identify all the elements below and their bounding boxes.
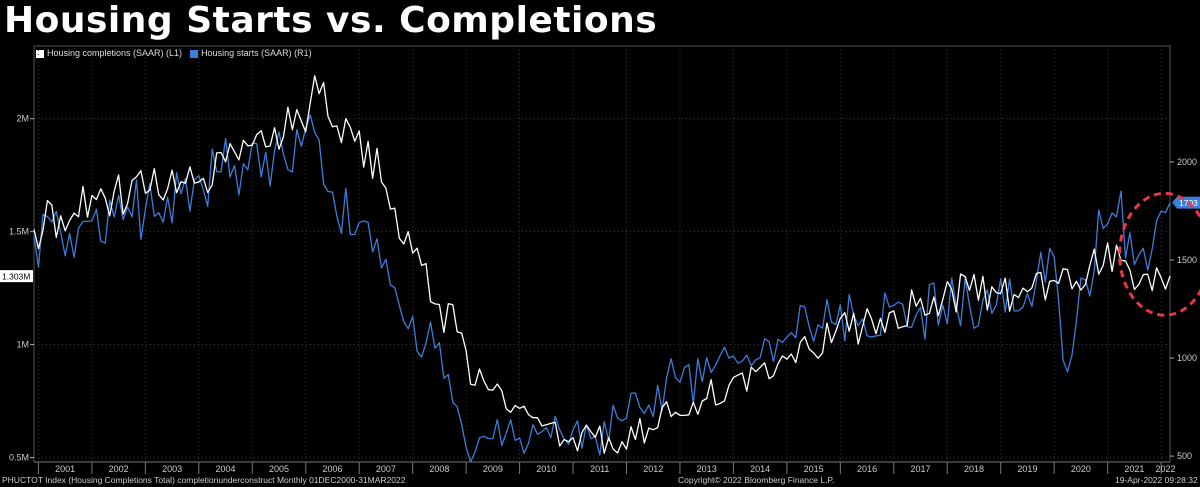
x-tick-label-2008: 2008 bbox=[429, 464, 449, 474]
x-tick-label-2017: 2017 bbox=[911, 464, 931, 474]
legend-item-completions: Housing completions (SAAR) (L1) bbox=[36, 48, 182, 58]
legend-label-completions: Housing completions (SAAR) (L1) bbox=[47, 48, 183, 58]
legend-label-starts: Housing starts (SAAR) (R1) bbox=[201, 48, 312, 58]
x-tick-label-2015: 2015 bbox=[804, 464, 824, 474]
x-tick-label-2019: 2019 bbox=[1017, 464, 1037, 474]
x-tick-label-2022: 2022 bbox=[1156, 464, 1176, 474]
x-tick-label-2006: 2006 bbox=[322, 464, 342, 474]
y-left-tick-label-2: 1.5M bbox=[9, 227, 29, 237]
x-tick-label-2001: 2001 bbox=[55, 464, 75, 474]
x-tick-label-2005: 2005 bbox=[269, 464, 289, 474]
plot-frame bbox=[33, 45, 1171, 463]
series-line-starts bbox=[33, 114, 1171, 463]
x-tick-label-2009: 2009 bbox=[483, 464, 503, 474]
legend-swatch-starts bbox=[190, 49, 199, 58]
x-tick-label-2013: 2013 bbox=[697, 464, 717, 474]
last-value-tag-completions bbox=[0, 270, 33, 283]
x-tick-label-2012: 2012 bbox=[643, 464, 663, 474]
axes: 0.5M 1M 1.5M 2M 500 1000 1500 2000 2001 2002 2003 2… bbox=[9, 45, 1197, 474]
legend-swatch-completions bbox=[36, 49, 44, 58]
y-left-tick-label-0: 0.5M bbox=[9, 452, 29, 462]
last-value-label-completions: 1.303M bbox=[2, 272, 30, 282]
x-tick-label-2011: 2011 bbox=[590, 464, 609, 474]
grid-lines bbox=[34, 46, 1170, 462]
x-tick-label-2007: 2007 bbox=[376, 464, 396, 474]
x-tick-label-2020: 2020 bbox=[1071, 464, 1091, 474]
series-lines bbox=[33, 75, 1171, 463]
y-right-tick-label-2: 1500 bbox=[1177, 255, 1197, 265]
legend: Housing completions (SAAR) (L1) Housing … bbox=[36, 48, 312, 58]
x-tick-label-2010: 2010 bbox=[536, 464, 556, 474]
series-line-completions bbox=[33, 75, 1171, 454]
y-right-tick-label-1: 1000 bbox=[1177, 353, 1197, 363]
footer-copyright: Copyright© 2022 Bloomberg Finance L.P. bbox=[678, 475, 835, 485]
x-tick-label-2014: 2014 bbox=[750, 464, 770, 474]
footer: PHUCTOT Index (Housing Completions Total… bbox=[0, 474, 1200, 487]
footer-source: PHUCTOT Index (Housing Completions Total… bbox=[2, 475, 406, 485]
footer-timestamp: 19-Apr-2022 09:28:32 bbox=[1115, 475, 1198, 485]
x-tick-label-2016: 2016 bbox=[857, 464, 877, 474]
x-tick-label-2004: 2004 bbox=[216, 464, 236, 474]
x-tick-label-2002: 2002 bbox=[109, 464, 129, 474]
y-left-tick-label-1: 1M bbox=[16, 340, 29, 350]
x-tick-label-2018: 2018 bbox=[964, 464, 984, 474]
y-right-tick-label-3: 2000 bbox=[1177, 157, 1197, 167]
page-title: Housing Starts vs. Completions bbox=[4, 0, 658, 41]
legend-item-starts: Housing starts (SAAR) (R1) bbox=[190, 48, 312, 58]
y-right-tick-label-0: 500 bbox=[1177, 451, 1192, 461]
x-tick-label-2021: 2021 bbox=[1124, 464, 1144, 474]
x-tick-label-2003: 2003 bbox=[162, 464, 182, 474]
y-left-tick-label-3: 2M bbox=[16, 114, 29, 124]
